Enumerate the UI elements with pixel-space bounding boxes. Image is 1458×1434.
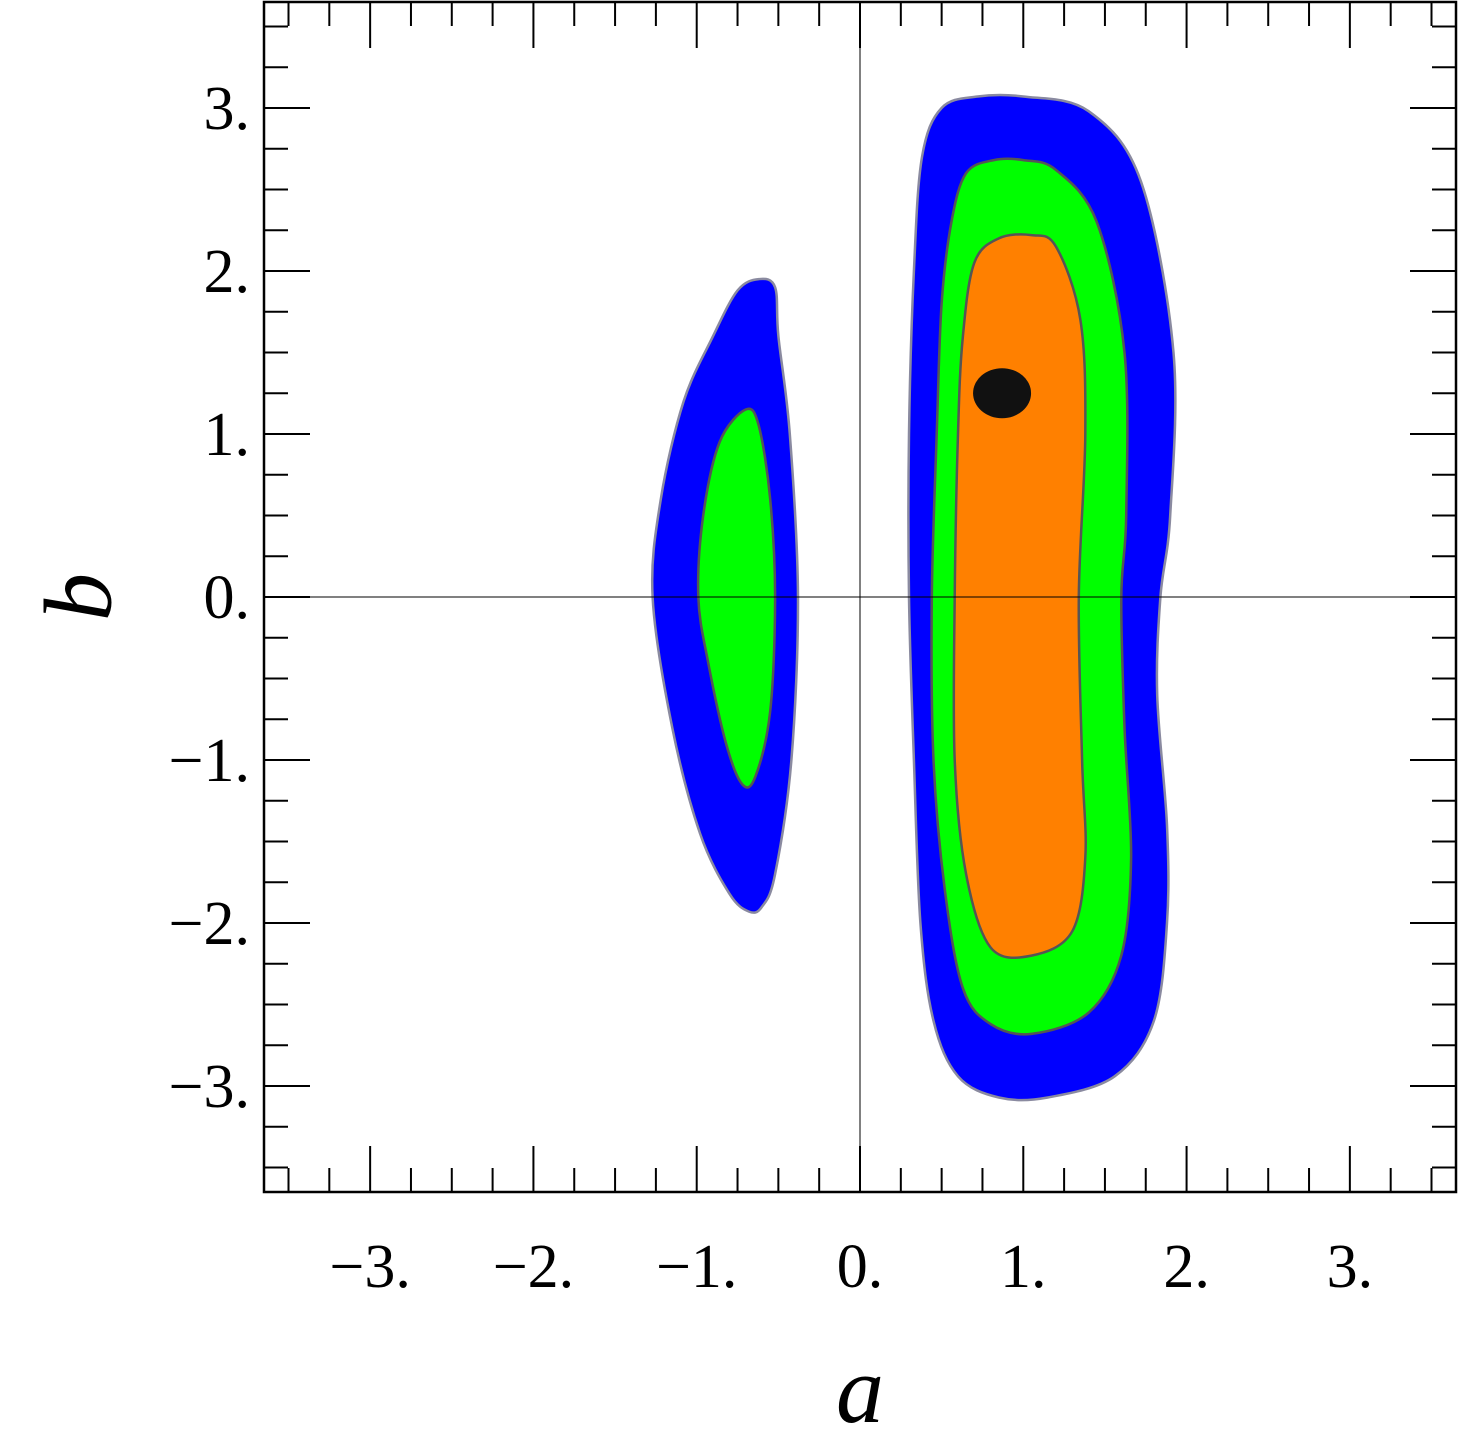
y-tick-label: 0. <box>204 564 251 632</box>
x-tick-label: 2. <box>1163 1233 1210 1301</box>
y-tick-label: −1. <box>169 727 250 795</box>
x-tick-label: 1. <box>1000 1233 1047 1301</box>
y-tick-label: −2. <box>169 890 250 958</box>
tick-labels: −3. −2. −1. 0. 1. 2. 3. −3. −2. −1. 0. 1. 2. 3. <box>169 75 1374 1301</box>
y-tick-label: 2. <box>204 238 251 306</box>
plot-frame <box>262 0 1458 1194</box>
reference-lines <box>264 2 1456 1192</box>
x-tick-label: −2. <box>493 1233 574 1301</box>
y-tick-label: 3. <box>204 75 251 143</box>
y-axis-title: b <box>25 573 132 621</box>
region-left-middle <box>696 407 777 789</box>
region-right-inner <box>952 233 1087 960</box>
x-tick-label: 3. <box>1327 1233 1374 1301</box>
best-fit-layer <box>973 368 1032 419</box>
y-tick-label: 1. <box>204 401 251 469</box>
x-tick-label: −3. <box>329 1233 410 1301</box>
confidence-regions <box>650 93 1177 1102</box>
ticks <box>264 2 1456 1192</box>
best-fit-point <box>973 368 1032 419</box>
y-tick-label: −3. <box>169 1053 250 1121</box>
x-axis-title: a <box>836 1336 884 1434</box>
x-tick-label: 0. <box>837 1233 884 1301</box>
x-tick-label: −1. <box>656 1233 737 1301</box>
